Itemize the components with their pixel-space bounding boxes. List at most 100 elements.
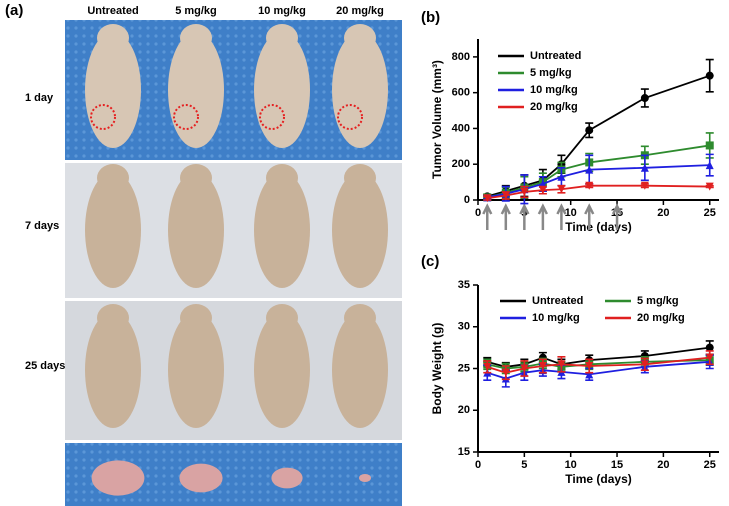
- row-label: 25 days: [25, 360, 65, 372]
- data-point: [640, 94, 649, 103]
- data-point: [705, 343, 714, 352]
- panel-label: (b): [421, 9, 440, 26]
- legend-label: 5 mg/kg: [530, 67, 572, 79]
- y-tick-label: 0: [464, 194, 470, 206]
- series-line: [486, 360, 710, 380]
- column-header: 5 mg/kg: [175, 5, 217, 17]
- y-axis-title: Body Weight (g): [430, 323, 444, 415]
- mouse: [168, 312, 224, 428]
- y-tick-label: 600: [452, 87, 470, 99]
- treatment-arrow: [519, 203, 530, 230]
- treatment-arrow: [556, 203, 567, 230]
- x-tick-label: 5: [521, 459, 527, 471]
- legend-label: 10 mg/kg: [532, 312, 580, 324]
- y-tick-label: 200: [452, 158, 470, 170]
- series-line: [487, 184, 710, 200]
- photo-panel: [65, 20, 402, 506]
- mouse-head: [344, 304, 376, 332]
- data-point: [483, 362, 492, 371]
- data-point: [705, 353, 714, 362]
- tumor: [179, 463, 223, 493]
- y-tick-label: 15: [458, 446, 470, 458]
- mouse-head: [266, 304, 298, 332]
- x-tick-label: 25: [704, 207, 716, 219]
- mouse: [254, 32, 310, 148]
- x-tick-label: 0: [475, 459, 481, 471]
- data-point: [538, 186, 547, 195]
- x-tick-label: 10: [565, 459, 577, 471]
- data-point: [585, 181, 594, 190]
- x-tick-label: 20: [657, 207, 669, 219]
- treatment-arrow: [500, 203, 511, 230]
- series-line: [486, 356, 710, 374]
- column-header: 20 mg/kg: [336, 5, 384, 17]
- tumor: [359, 474, 371, 482]
- treatment-arrow: [584, 203, 595, 230]
- data-point: [520, 364, 529, 373]
- x-tick-label: 25: [704, 459, 716, 471]
- legend-label: Untreated: [532, 295, 583, 307]
- data-point: [585, 361, 594, 370]
- mouse-head: [97, 304, 129, 332]
- mouse: [85, 172, 141, 288]
- row-label: 1 day: [25, 92, 54, 104]
- x-tick-label: 10: [565, 207, 577, 219]
- data-point: [501, 368, 510, 377]
- legend-label: 20 mg/kg: [637, 312, 685, 324]
- y-axis-title: Tumor Volume (mm³): [430, 60, 444, 179]
- data-point: [538, 361, 547, 370]
- legend-label: 5 mg/kg: [637, 295, 679, 307]
- column-header: 10 mg/kg: [258, 5, 306, 17]
- mouse-head: [180, 164, 212, 192]
- mouse-head: [266, 164, 298, 192]
- x-tick-label: 20: [657, 459, 669, 471]
- panel-label: (a): [5, 2, 23, 19]
- mouse: [254, 172, 310, 288]
- x-tick-label: 0: [475, 207, 481, 219]
- mouse: [254, 312, 310, 428]
- row-label: 7 days: [25, 220, 59, 232]
- treatment-arrow: [482, 203, 493, 230]
- tumor-marker: [259, 104, 285, 130]
- mouse: [168, 172, 224, 288]
- data-point: [557, 185, 566, 194]
- y-tick-label: 20: [458, 404, 470, 416]
- data-point: [557, 172, 566, 181]
- tumor-marker: [173, 104, 199, 130]
- mouse: [85, 32, 141, 148]
- data-point: [705, 161, 714, 170]
- panel-label: (c): [421, 253, 439, 270]
- legend-label: 20 mg/kg: [530, 101, 578, 113]
- mouse-head: [180, 304, 212, 332]
- mouse-head: [97, 164, 129, 192]
- treatment-arrow: [537, 203, 549, 230]
- mouse-head: [180, 24, 212, 52]
- y-tick-label: 400: [452, 122, 470, 134]
- x-tick-label: 15: [611, 459, 623, 471]
- mouse: [332, 172, 388, 288]
- data-point: [640, 360, 649, 369]
- tumor: [91, 460, 145, 496]
- data-point: [501, 191, 510, 200]
- data-point: [705, 141, 714, 150]
- tumor-marker: [90, 104, 116, 130]
- treatment-arrow: [611, 203, 623, 230]
- mouse-head: [266, 24, 298, 52]
- y-tick-label: 30: [458, 321, 470, 333]
- mouse-head: [344, 164, 376, 192]
- mouse: [332, 32, 388, 148]
- tumor: [271, 467, 303, 489]
- mouse: [332, 312, 388, 428]
- y-tick-label: 800: [452, 51, 470, 63]
- mouse-head: [344, 24, 376, 52]
- data-point: [705, 182, 714, 191]
- data-point: [585, 126, 594, 135]
- mouse-head: [97, 24, 129, 52]
- legend-label: Untreated: [530, 50, 581, 62]
- data-point: [585, 165, 594, 174]
- data-point: [640, 163, 649, 172]
- data-point: [640, 181, 649, 190]
- x-axis-title: Time (days): [565, 472, 631, 486]
- series-line: [487, 74, 711, 198]
